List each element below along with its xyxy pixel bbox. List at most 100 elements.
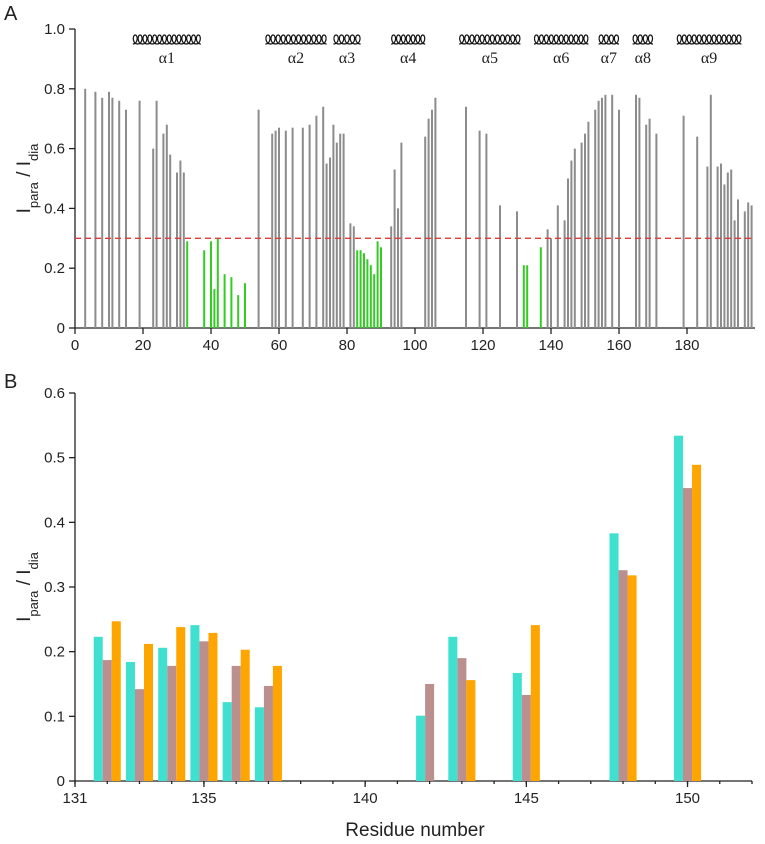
bar <box>521 694 531 781</box>
bar <box>648 118 651 328</box>
bar <box>274 130 277 328</box>
bar <box>342 133 345 328</box>
helix-label: α6 <box>553 50 569 67</box>
y-tick-label: 0.8 <box>44 81 65 98</box>
bar <box>567 178 569 328</box>
bar <box>94 91 97 328</box>
bar <box>231 665 241 781</box>
bar <box>550 238 552 328</box>
bar <box>425 684 435 781</box>
bar <box>176 172 178 328</box>
bar <box>101 97 104 329</box>
panel-label: A <box>4 3 18 25</box>
bar <box>349 223 352 328</box>
y-tick-label: 0.2 <box>44 260 65 277</box>
bar <box>743 211 746 328</box>
bar <box>539 247 542 328</box>
bar <box>512 673 522 781</box>
bar <box>683 488 693 781</box>
bar <box>182 172 185 328</box>
helix-coil <box>598 34 620 45</box>
bar <box>271 133 274 328</box>
helix-coil <box>676 34 742 45</box>
bar <box>308 124 311 329</box>
bar <box>111 97 114 329</box>
bar <box>102 660 112 781</box>
bar <box>208 632 218 781</box>
y-tick-label: 0.6 <box>44 141 65 158</box>
bar <box>638 97 641 329</box>
bar <box>213 289 216 328</box>
x-tick-label: 80 <box>339 337 356 354</box>
bar <box>223 274 226 328</box>
bar <box>352 226 355 328</box>
bar <box>322 106 325 329</box>
x-tick-label: 131 <box>62 790 87 807</box>
bar <box>733 220 736 328</box>
bar <box>237 295 240 328</box>
y-axis-label-part: I <box>14 617 35 622</box>
x-tick-label: 140 <box>353 790 378 807</box>
bar <box>597 100 600 328</box>
bar <box>165 124 168 329</box>
bar <box>465 106 467 329</box>
bar <box>485 133 488 328</box>
bar <box>424 136 427 328</box>
x-tick-label: 160 <box>606 337 631 354</box>
bar <box>516 211 518 328</box>
bar <box>400 142 403 328</box>
bar <box>720 163 722 328</box>
helix-coil <box>265 34 327 45</box>
x-tick-label: 0 <box>71 337 79 354</box>
bar <box>573 148 576 328</box>
y-tick-label: 0.3 <box>44 579 65 596</box>
bar <box>222 702 232 781</box>
helix-coil <box>333 34 361 45</box>
helix-label: α5 <box>482 50 498 67</box>
bar <box>478 130 481 328</box>
y-axis-label-part: dia <box>26 551 41 569</box>
bar <box>369 265 372 328</box>
bar <box>291 127 294 328</box>
panel-label: B <box>4 371 17 393</box>
y-axis-label-part: / I <box>14 569 35 590</box>
bar <box>335 142 338 328</box>
bar <box>125 109 127 328</box>
bar <box>526 265 529 328</box>
bar <box>363 253 365 328</box>
bar <box>726 172 729 328</box>
bar <box>143 643 154 781</box>
y-axis-label: Ipara / Idia <box>14 143 41 214</box>
bar <box>373 274 376 328</box>
bar <box>397 208 399 328</box>
bar <box>203 250 206 328</box>
bar <box>152 148 155 328</box>
bar <box>339 133 342 328</box>
y-tick-label: 0.4 <box>44 514 65 531</box>
bar <box>190 625 200 781</box>
bar <box>730 169 733 328</box>
bar <box>499 205 501 328</box>
y-tick-label: 0.2 <box>44 644 65 661</box>
bar <box>611 94 614 328</box>
bar <box>627 575 637 781</box>
bar <box>635 94 637 328</box>
bar <box>158 647 168 781</box>
bar <box>254 707 264 781</box>
bar <box>716 166 719 328</box>
x-tick-label: 135 <box>191 790 216 807</box>
x-tick-label: 120 <box>470 337 495 354</box>
bar <box>325 163 328 328</box>
y-tick-label: 0.5 <box>44 450 65 467</box>
bar <box>111 621 121 781</box>
y-tick-label: 0 <box>57 320 65 337</box>
bar <box>315 115 318 329</box>
x-axis-label: Residue number <box>345 820 485 841</box>
bar <box>134 689 144 781</box>
bar <box>186 241 189 328</box>
bar <box>457 658 467 781</box>
bar <box>84 88 87 328</box>
bar <box>747 202 750 328</box>
bar <box>587 121 590 328</box>
bar <box>138 100 141 328</box>
